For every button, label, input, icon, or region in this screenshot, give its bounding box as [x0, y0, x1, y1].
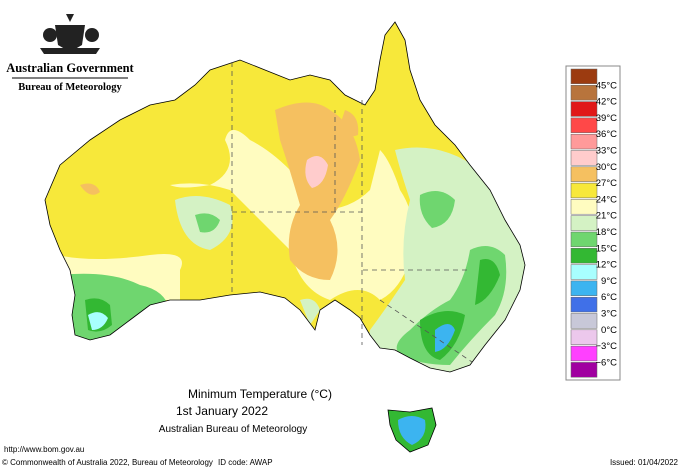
legend-label: 3°C: [601, 309, 617, 320]
map-title: Minimum Temperature (°C): [188, 387, 332, 401]
legend-label: −6°C: [596, 357, 618, 368]
legend-swatch: [570, 68, 598, 85]
legend-label: 6°C: [601, 292, 617, 303]
legend-swatch: [570, 345, 598, 362]
copyright: © Commonwealth of Australia 2022, Bureau…: [2, 458, 213, 467]
agency: Australian Bureau of Meteorology: [159, 424, 307, 435]
state-borders: [231, 62, 473, 363]
legend-label: 24°C: [596, 194, 617, 205]
legend-swatch: [570, 199, 598, 215]
legend-label: 27°C: [596, 178, 617, 189]
legend-label: 9°C: [601, 276, 617, 287]
bureau: Bureau of Meteorology: [18, 82, 122, 93]
legend-label: 45°C: [596, 80, 617, 91]
coat-of-arms: [40, 14, 100, 54]
legend-swatch: [570, 166, 598, 182]
tasmania-outline: [387, 407, 437, 453]
legend: 45°C 42°C 39°C 36°C 33°C 30°C 27°C 24°C 21°C 18°C…: [570, 68, 618, 378]
issued: Issued: 01/04/2022: [610, 458, 679, 467]
legend-swatch: [570, 231, 598, 248]
legend-swatch: [570, 182, 598, 199]
legend-label: 18°C: [596, 227, 617, 238]
legend-swatch: [570, 296, 598, 313]
id-code: ID code: AWAP: [218, 458, 273, 467]
coastline: [44, 21, 526, 373]
legend-swatch: [570, 215, 598, 231]
legend-swatch: [570, 85, 598, 101]
url: http://www.bom.gov.au: [4, 445, 84, 454]
legend-swatch: [570, 133, 598, 150]
legend-swatch: [570, 117, 598, 133]
legend-swatch: [570, 313, 598, 329]
legend-label: 36°C: [596, 129, 617, 140]
legend-label: 15°C: [596, 243, 617, 254]
legend-swatch: [570, 264, 598, 280]
legend-swatch: [570, 329, 598, 345]
legend-swatch: [570, 248, 598, 264]
legend-label: −3°C: [596, 341, 618, 352]
legend-swatch: [570, 280, 598, 296]
legend-label: 12°C: [596, 260, 617, 271]
legend-swatch: [570, 101, 598, 117]
legend-label: 30°C: [596, 162, 617, 173]
legend-label: 42°C: [596, 97, 617, 108]
government: Australian Government: [6, 61, 134, 75]
legend-swatch: [570, 362, 598, 378]
legend-swatch: [570, 150, 598, 166]
legend-label: 21°C: [596, 211, 617, 222]
map-date: 1st January 2022: [176, 404, 268, 418]
tasmania: [388, 408, 436, 452]
legend-label: 39°C: [596, 113, 617, 124]
legend-label: 0°C: [601, 325, 617, 336]
legend-label: 33°C: [596, 146, 617, 157]
